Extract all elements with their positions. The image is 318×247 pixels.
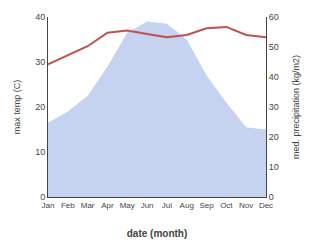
svg-text:40: 40 — [269, 72, 279, 82]
svg-text:Dec: Dec — [259, 201, 273, 210]
svg-text:Jan: Jan — [42, 201, 55, 210]
svg-text:30: 30 — [35, 57, 45, 67]
svg-text:10: 10 — [269, 162, 279, 172]
svg-text:50: 50 — [269, 42, 279, 52]
svg-text:date (month): date (month) — [127, 228, 188, 239]
svg-text:Aug: Aug — [180, 201, 194, 210]
svg-text:40: 40 — [35, 12, 45, 22]
svg-text:Jul: Jul — [162, 201, 172, 210]
svg-text:Oct: Oct — [220, 201, 233, 210]
svg-text:30: 30 — [269, 102, 279, 112]
svg-text:Jun: Jun — [141, 201, 154, 210]
svg-text:10: 10 — [35, 147, 45, 157]
svg-text:20: 20 — [269, 132, 279, 142]
svg-text:Apr: Apr — [101, 201, 114, 210]
svg-text:max temp (C): max temp (C) — [12, 80, 22, 135]
svg-text:Sep: Sep — [199, 201, 214, 210]
svg-text:20: 20 — [35, 102, 45, 112]
svg-text:Nov: Nov — [239, 201, 253, 210]
svg-text:Mar: Mar — [81, 201, 95, 210]
svg-text:May: May — [120, 201, 135, 210]
svg-text:60: 60 — [269, 12, 279, 22]
svg-text:0: 0 — [269, 192, 274, 202]
svg-text:0: 0 — [40, 192, 45, 202]
svg-text:Feb: Feb — [61, 201, 75, 210]
svg-text:med. precipitation (kg/m2): med. precipitation (kg/m2) — [291, 55, 301, 159]
